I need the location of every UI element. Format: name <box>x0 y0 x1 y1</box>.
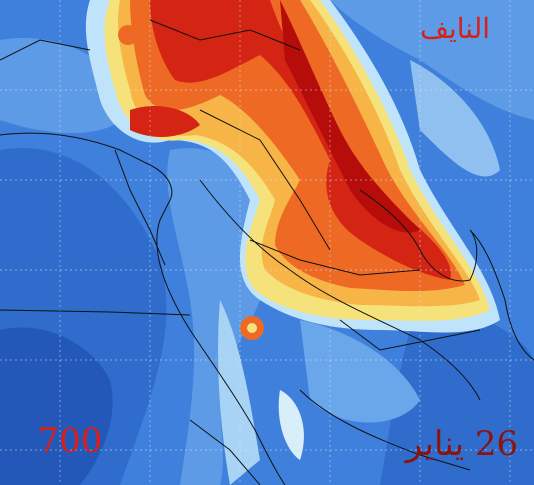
pressure-level: 700 <box>38 421 103 461</box>
date-label: 26 يناير <box>404 424 518 464</box>
coastlines <box>0 19 534 485</box>
watermark: النايف <box>420 12 490 45</box>
